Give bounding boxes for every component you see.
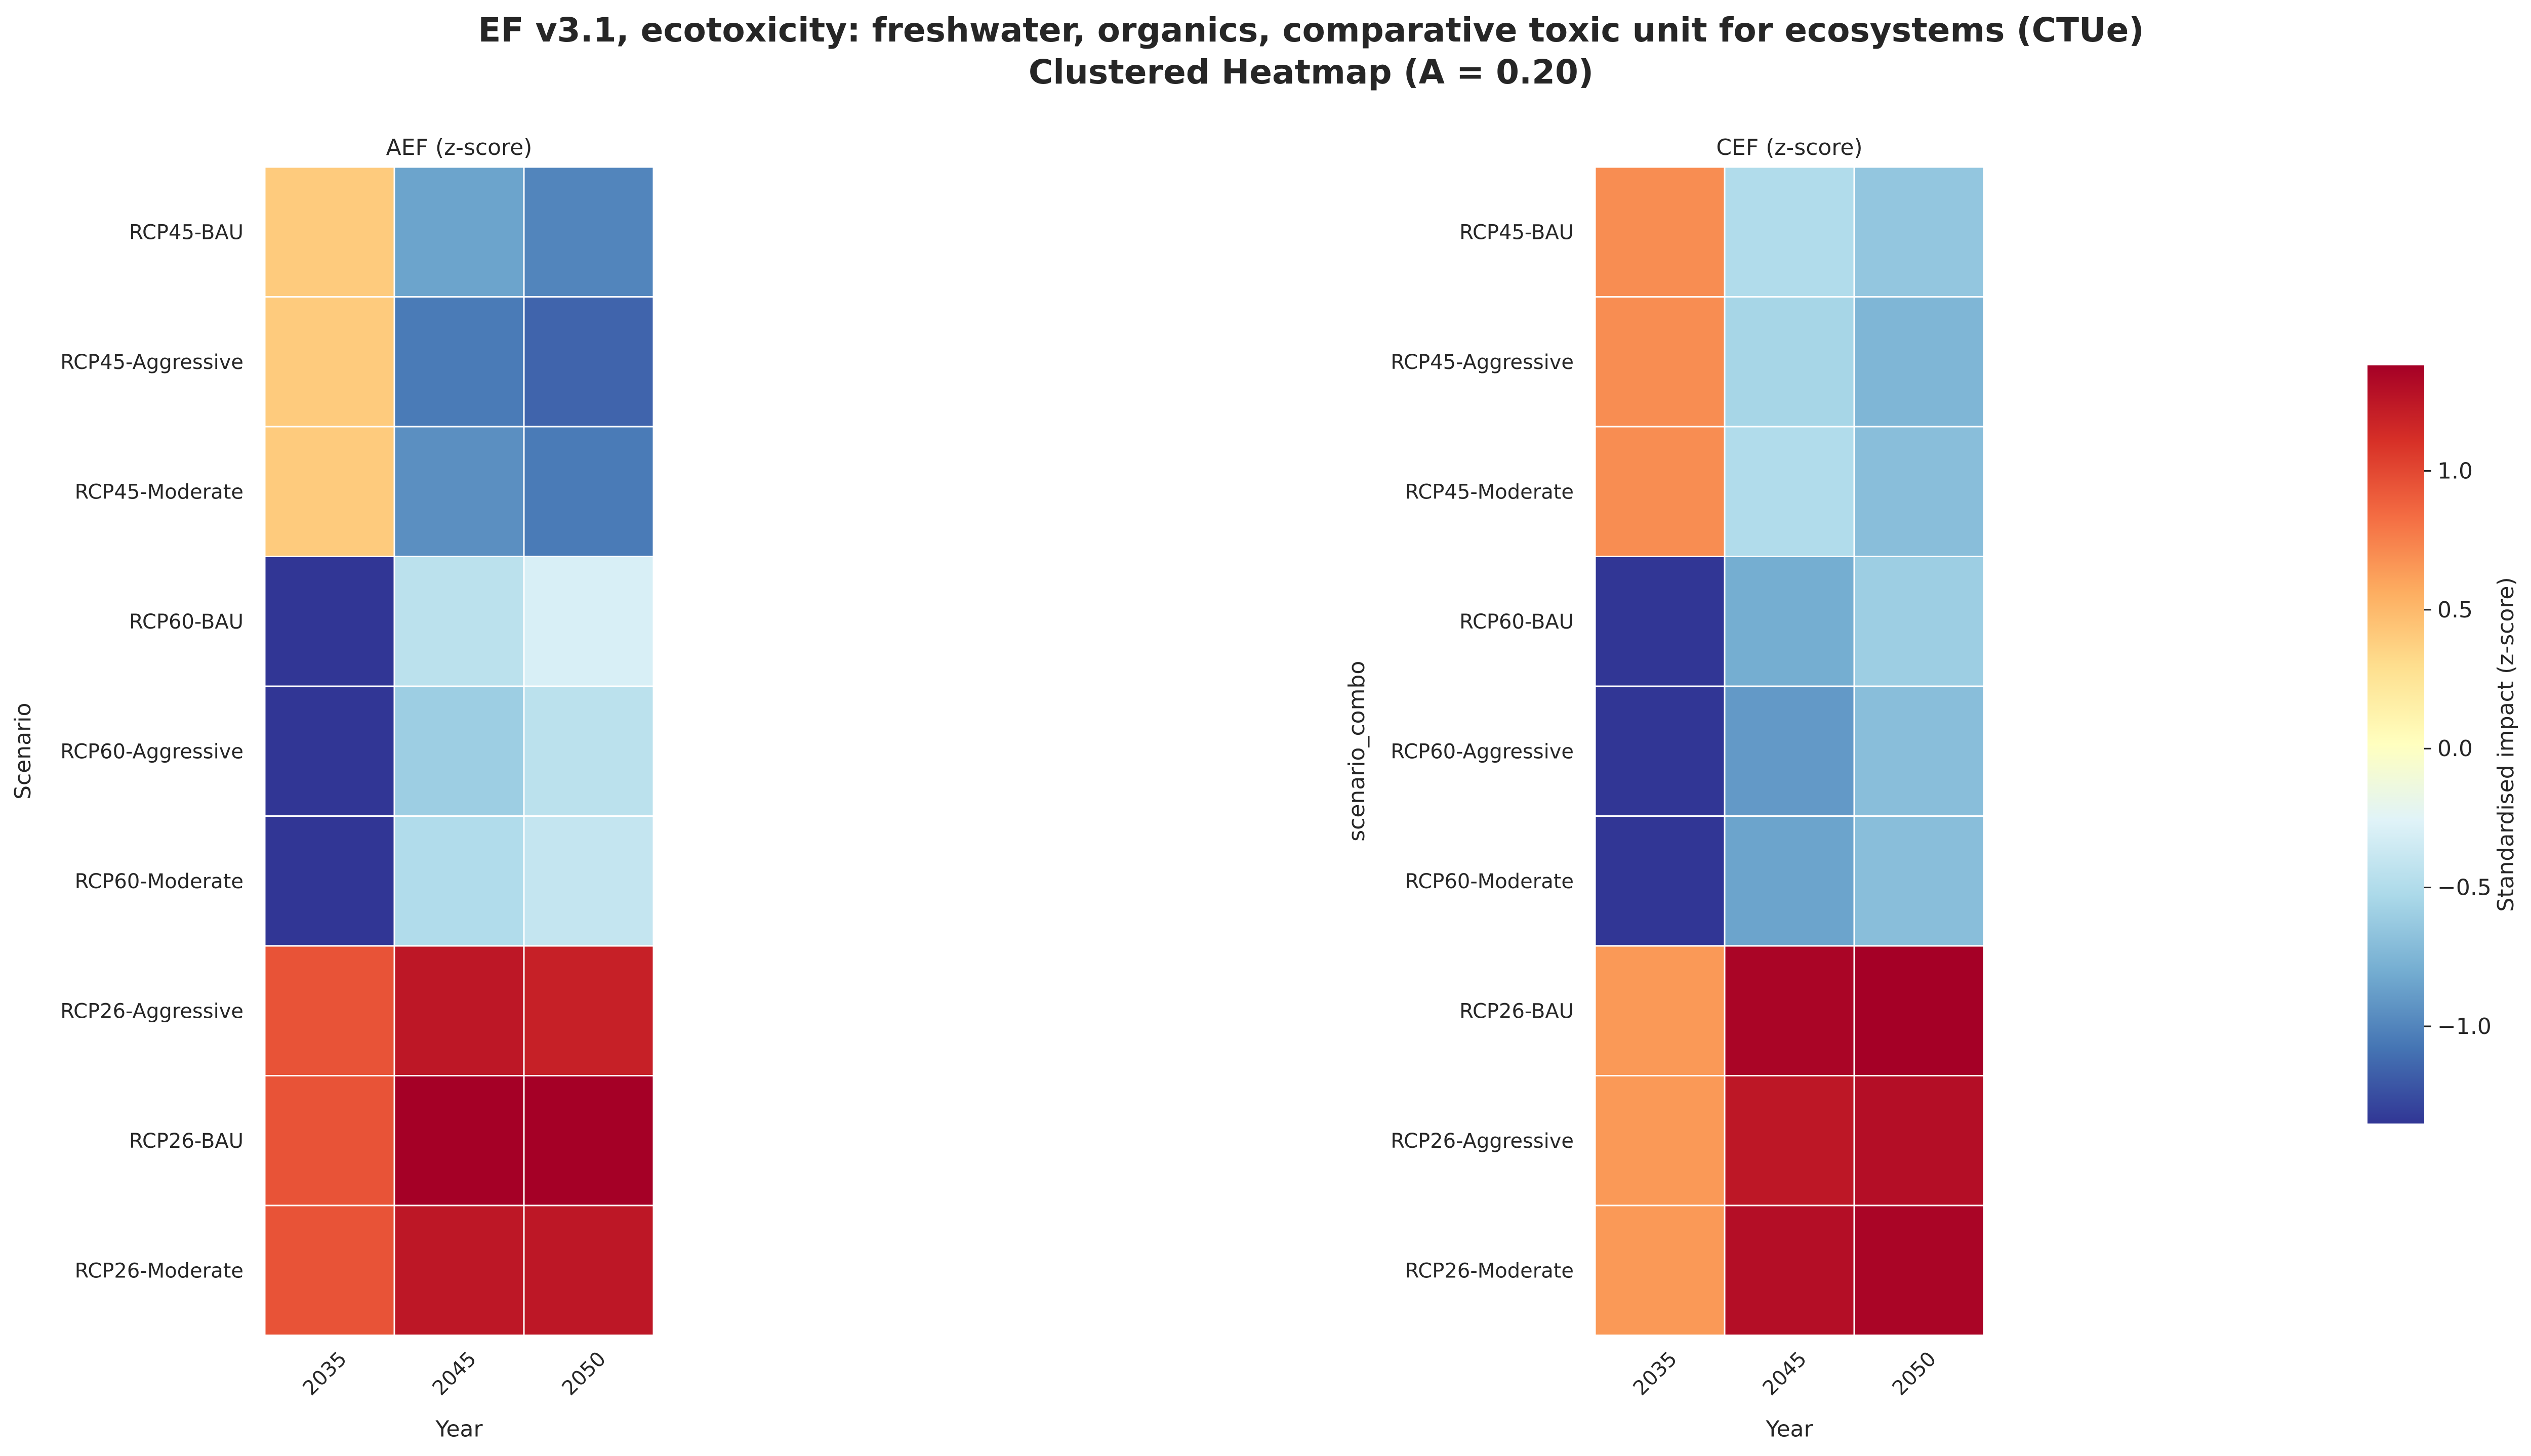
y-tick-label: RCP45-Aggressive <box>1391 351 1574 374</box>
x-axis-label: Year <box>435 1417 483 1442</box>
heatmap-cell <box>264 815 395 947</box>
x-axis-label: Year <box>1765 1417 1813 1442</box>
heatmap-cell <box>1853 1075 1985 1207</box>
heatmap-cell <box>523 296 655 428</box>
y-tick-label: RCP45-BAU <box>1459 221 1574 244</box>
heatmap-panel-1: AEF (z-score) RCP45-BAU RCP45-Aggressive RC… <box>10 135 655 1442</box>
heatmap-cell <box>1724 1075 1855 1207</box>
heatmap-cell <box>1594 166 1726 298</box>
heatmap-cell <box>264 166 395 298</box>
heatmap-cell <box>523 1204 655 1336</box>
y-tick-label: RCP60-Moderate <box>1405 870 1574 893</box>
heatmap-cell <box>1853 556 1985 687</box>
heatmap-cell <box>1724 556 1855 687</box>
x-tick-label: 2035 <box>1629 1347 1682 1400</box>
x-tick-label: 2035 <box>299 1347 352 1400</box>
heatmap-cell <box>1594 945 1726 1076</box>
panel-title: AEF (z-score) <box>386 135 533 160</box>
y-axis-label: scenario_combo <box>1344 661 1370 842</box>
y-tick-label: RCP60-Moderate <box>75 870 243 893</box>
colorbar-tick-label: −0.5 <box>2437 875 2492 901</box>
heatmap-cell <box>1853 426 1985 557</box>
y-tick-label: RCP26-Moderate <box>75 1259 243 1282</box>
heatmap-cell <box>393 685 525 817</box>
heatmap-cell <box>393 296 525 428</box>
y-tick-label: RCP60-BAU <box>1459 610 1574 634</box>
y-tick-label: RCP45-Aggressive <box>60 351 243 374</box>
y-tick-label: RCP26-BAU <box>129 1130 243 1153</box>
colorbar-tick-label: 0.0 <box>2437 736 2473 762</box>
colorbar-gradient <box>2367 365 2424 1124</box>
y-tick-label: RCP45-Moderate <box>1405 480 1574 504</box>
heatmap-cell <box>523 815 655 947</box>
y-tick-label: RCP26-Moderate <box>1405 1259 1574 1282</box>
heatmap-cell <box>264 296 395 428</box>
y-tick-label: RCP60-Aggressive <box>1391 740 1574 763</box>
heatmap-cell <box>523 945 655 1076</box>
colorbar-tick-label: 1.0 <box>2437 459 2473 484</box>
heatmap-cell <box>264 556 395 687</box>
colorbar-label: Standardised impact (z-score) <box>2493 577 2519 911</box>
x-tick-label: 2045 <box>1759 1347 1812 1400</box>
heatmap-cell <box>393 815 525 947</box>
heatmap-cell <box>264 685 395 817</box>
chart-title: EF v3.1, ecotoxicity: freshwater, organi… <box>478 11 2144 50</box>
panel-title: CEF (z-score) <box>1716 135 1862 160</box>
heatmap-cell <box>1724 945 1855 1076</box>
heatmap-cell <box>393 945 525 1076</box>
heatmap-cell <box>1594 296 1726 428</box>
y-axis-label: Scenario <box>10 703 36 800</box>
heatmap-cell <box>1724 815 1855 947</box>
heatmap-cell <box>264 1075 395 1207</box>
y-tick-label: RCP45-BAU <box>129 221 243 244</box>
heatmap-cell <box>393 426 525 557</box>
heatmap-panel-2: CEF (z-score) RCP45-BAU RCP45-Aggressive RC… <box>1344 135 1985 1442</box>
chart-subtitle: Clustered Heatmap (A = 0.20) <box>1029 53 1594 92</box>
heatmap-cell <box>523 1075 655 1207</box>
colorbar: −1.0 −0.5 0.0 0.5 1.0 Standardised impact (z-… <box>2367 365 2519 1124</box>
heatmap-cell <box>264 426 395 557</box>
y-tick-label: RCP60-Aggressive <box>60 740 243 763</box>
heatmap-panels: AEF (z-score) RCP45-BAU RCP45-Aggressive RC… <box>10 135 1985 1442</box>
heatmap-cell <box>1853 296 1985 428</box>
heatmap-cell <box>1853 945 1985 1076</box>
heatmap-cell <box>1724 166 1855 298</box>
heatmap-cell <box>523 166 655 298</box>
heatmap-cell <box>1853 815 1985 947</box>
heatmap-cell <box>393 556 525 687</box>
x-tick-label: 2050 <box>558 1347 611 1400</box>
heatmap-cell <box>1724 296 1855 428</box>
x-tick-label: 2050 <box>1888 1347 1941 1400</box>
heatmap-cell <box>393 166 525 298</box>
heatmap-cell <box>264 1204 395 1336</box>
heatmap-cell <box>393 1075 525 1207</box>
y-tick-label: RCP60-BAU <box>129 610 243 634</box>
colorbar-tick-label: 0.5 <box>2437 597 2473 623</box>
heatmap-cell <box>1724 685 1855 817</box>
heatmap-cell <box>1594 1204 1726 1336</box>
heatmap-cell <box>264 945 395 1076</box>
heatmap-cell <box>1853 685 1985 817</box>
y-tick-label: RCP26-Aggressive <box>1391 1130 1574 1153</box>
heatmap-cell <box>1594 426 1726 557</box>
heatmap-cell <box>523 426 655 557</box>
heatmap-cell <box>523 556 655 687</box>
heatmap-cell <box>1853 166 1985 298</box>
heatmap-cell <box>1594 685 1726 817</box>
colorbar-tick-label: −1.0 <box>2437 1014 2492 1039</box>
y-tick-label: RCP26-BAU <box>1459 1000 1574 1023</box>
heatmap-cell <box>1853 1204 1985 1336</box>
y-tick-label: RCP45-Moderate <box>75 480 243 504</box>
heatmap-cell <box>1594 815 1726 947</box>
heatmap-cell <box>1724 1204 1855 1336</box>
heatmap-cell <box>1594 1075 1726 1207</box>
heatmap-cell <box>1594 556 1726 687</box>
heatmap-cell <box>393 1204 525 1336</box>
heatmap-cell <box>1724 426 1855 557</box>
x-tick-label: 2045 <box>428 1347 481 1400</box>
heatmap-cell <box>523 685 655 817</box>
y-tick-label: RCP26-Aggressive <box>60 1000 243 1023</box>
